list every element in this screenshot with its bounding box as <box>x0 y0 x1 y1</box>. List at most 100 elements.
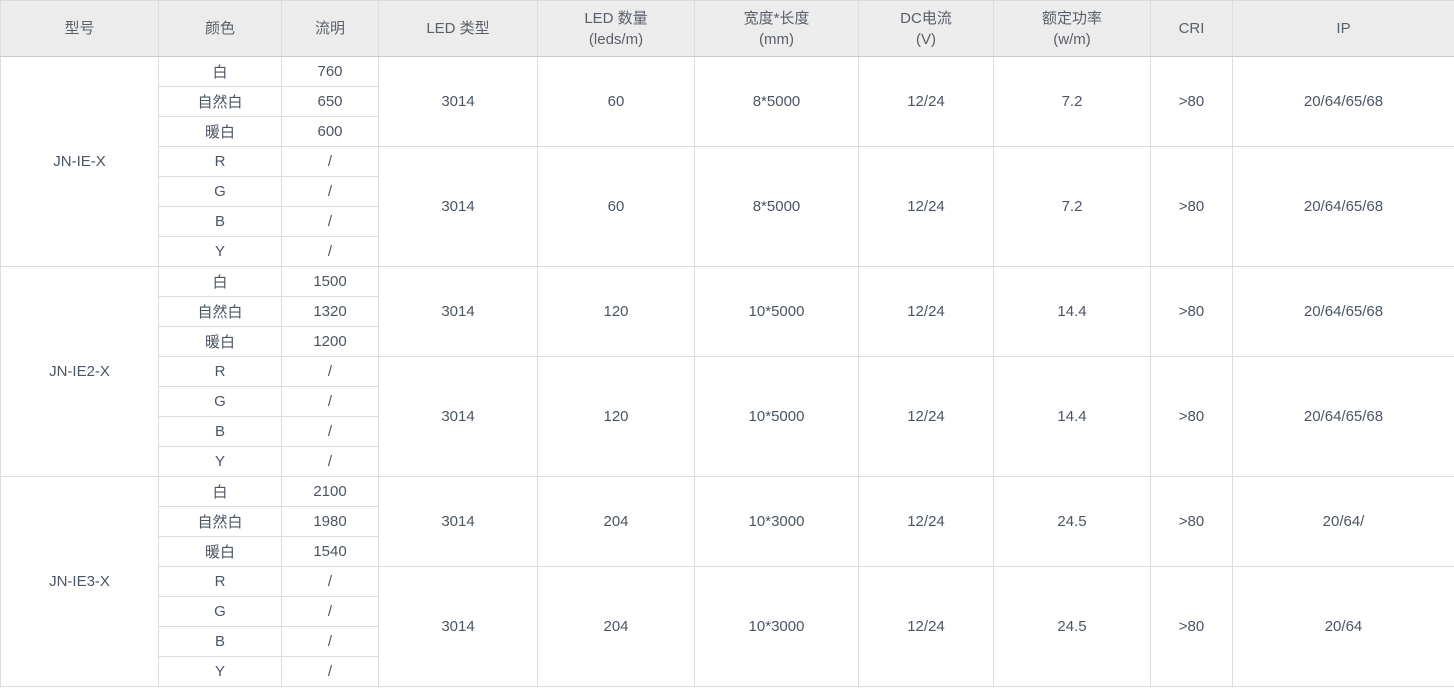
color-cell: B <box>158 626 282 657</box>
table-row: B / <box>1 416 1454 447</box>
color-cell: G <box>158 176 282 207</box>
led-type-cell: 3014 <box>378 56 538 147</box>
cri-cell: >80 <box>1150 356 1233 477</box>
header-rated-power: 额定功率 (w/m) <box>993 0 1151 57</box>
lumen-cell: 600 <box>281 116 379 147</box>
width-length-cell: 10*3000 <box>694 476 859 567</box>
table-row: 自然白 650 <box>1 86 1454 117</box>
table-header: 型号 颜色 流明 LED 类型 LED 数量 (leds/m) 宽度*长度 (mm)… <box>0 0 1454 57</box>
color-cell: Y <box>158 446 282 477</box>
color-cell: B <box>158 416 282 447</box>
color-cell: 暖白 <box>158 116 282 147</box>
header-lumen: 流明 <box>281 0 379 57</box>
width-length-cell: 8*5000 <box>694 146 859 267</box>
lumen-cell: / <box>281 356 379 387</box>
table-row: Y / <box>1 236 1454 267</box>
table-row: JN-IE2-X 白 1500 3014 120 10*5000 12/24 14.4 >80 2… <box>0 266 1454 477</box>
width-length-cell: 10*3000 <box>694 566 859 687</box>
lumen-cell: / <box>281 236 379 267</box>
lumen-cell: 1540 <box>281 536 379 567</box>
width-length-cell: 10*5000 <box>694 356 859 477</box>
lumen-cell: 1320 <box>281 296 379 327</box>
led-type-cell: 3014 <box>378 356 538 477</box>
color-cell: 自然白 <box>158 86 282 117</box>
led-count-cell: 120 <box>537 266 695 357</box>
header-cri: CRI <box>1150 0 1233 57</box>
dc-current-cell: 12/24 <box>858 266 994 357</box>
rated-power-cell: 7.2 <box>993 56 1151 147</box>
rated-power-cell: 14.4 <box>993 266 1151 357</box>
table-row: R/3014 204 10*3000 12/24 24.5 >80 20/64 <box>1 566 1454 687</box>
table-row: R/3014 120 10*5000 12/24 14.4 >80 20/64/65/68 <box>1 356 1454 477</box>
lumen-cell: 2100 <box>281 476 379 507</box>
led-count-cell: 120 <box>537 356 695 477</box>
color-cell: B <box>158 206 282 237</box>
lumen-cell: / <box>281 176 379 207</box>
table-row: G / <box>1 176 1454 207</box>
dc-current-cell: 12/24 <box>858 476 994 567</box>
color-cell: Y <box>158 656 282 687</box>
color-cell: 暖白 <box>158 536 282 567</box>
table-row: G / <box>1 386 1454 417</box>
lumen-cell: / <box>281 206 379 237</box>
dc-current-cell: 12/24 <box>858 146 994 267</box>
header-width-length: 宽度*长度 (mm) <box>694 0 859 57</box>
table-row: G / <box>1 596 1454 627</box>
cri-cell: >80 <box>1150 476 1233 567</box>
lumen-cell: / <box>281 566 379 597</box>
ip-cell: 20/64/65/68 <box>1232 146 1454 267</box>
table-row: Y / <box>1 656 1454 687</box>
cri-cell: >80 <box>1150 566 1233 687</box>
cri-cell: >80 <box>1150 146 1233 267</box>
dc-current-cell: 12/24 <box>858 566 994 687</box>
header-model: 型号 <box>0 0 159 57</box>
lumen-cell: / <box>281 446 379 477</box>
rated-power-cell: 14.4 <box>993 356 1151 477</box>
lumen-cell: / <box>281 596 379 627</box>
cri-cell: >80 <box>1150 266 1233 357</box>
model-cell: JN-IE3-X <box>0 476 159 687</box>
header-dc-current: DC电流 (V) <box>858 0 994 57</box>
lumen-cell: 650 <box>281 86 379 117</box>
lumen-cell: 1500 <box>281 266 379 297</box>
lumen-cell: / <box>281 656 379 687</box>
width-length-cell: 8*5000 <box>694 56 859 147</box>
led-count-cell: 204 <box>537 476 695 567</box>
color-cell: G <box>158 386 282 417</box>
table-row: 暖白 1540 <box>1 536 1454 567</box>
rated-power-cell: 24.5 <box>993 566 1151 687</box>
color-cell: R <box>158 146 282 177</box>
header-led-count: LED 数量 (leds/m) <box>537 0 695 57</box>
model-cell: JN-IE-X <box>0 56 159 267</box>
lumen-cell: / <box>281 386 379 417</box>
model-cell: JN-IE2-X <box>0 266 159 477</box>
lumen-cell: / <box>281 626 379 657</box>
color-cell: 自然白 <box>158 296 282 327</box>
header-led-type: LED 类型 <box>378 0 538 57</box>
ip-cell: 20/64/ <box>1232 476 1454 567</box>
lumen-cell: 1980 <box>281 506 379 537</box>
color-cell: G <box>158 596 282 627</box>
ip-cell: 20/64/65/68 <box>1232 266 1454 357</box>
table-row: JN-IE-X 白 760 3014 60 8*5000 12/24 7.2 >80 20/64/… <box>0 56 1454 267</box>
ip-cell: 20/64 <box>1232 566 1454 687</box>
led-type-cell: 3014 <box>378 566 538 687</box>
ip-cell: 20/64/65/68 <box>1232 56 1454 147</box>
table-row: B / <box>1 626 1454 657</box>
color-cell: 白 <box>158 266 282 297</box>
table-row: 自然白 1980 <box>1 506 1454 537</box>
color-cell: R <box>158 356 282 387</box>
color-cell: Y <box>158 236 282 267</box>
spec-table-body: JN-IE-X 白 760 3014 60 8*5000 12/24 7.2 >80 20/64/… <box>0 56 1454 687</box>
rated-power-cell: 24.5 <box>993 476 1151 567</box>
led-type-cell: 3014 <box>378 146 538 267</box>
led-count-cell: 60 <box>537 56 695 147</box>
rated-power-cell: 7.2 <box>993 146 1151 267</box>
lumen-cell: / <box>281 146 379 177</box>
lumen-cell: / <box>281 416 379 447</box>
table-row: 暖白 1200 <box>1 326 1454 357</box>
header-ip: IP <box>1232 0 1454 57</box>
led-type-cell: 3014 <box>378 266 538 357</box>
